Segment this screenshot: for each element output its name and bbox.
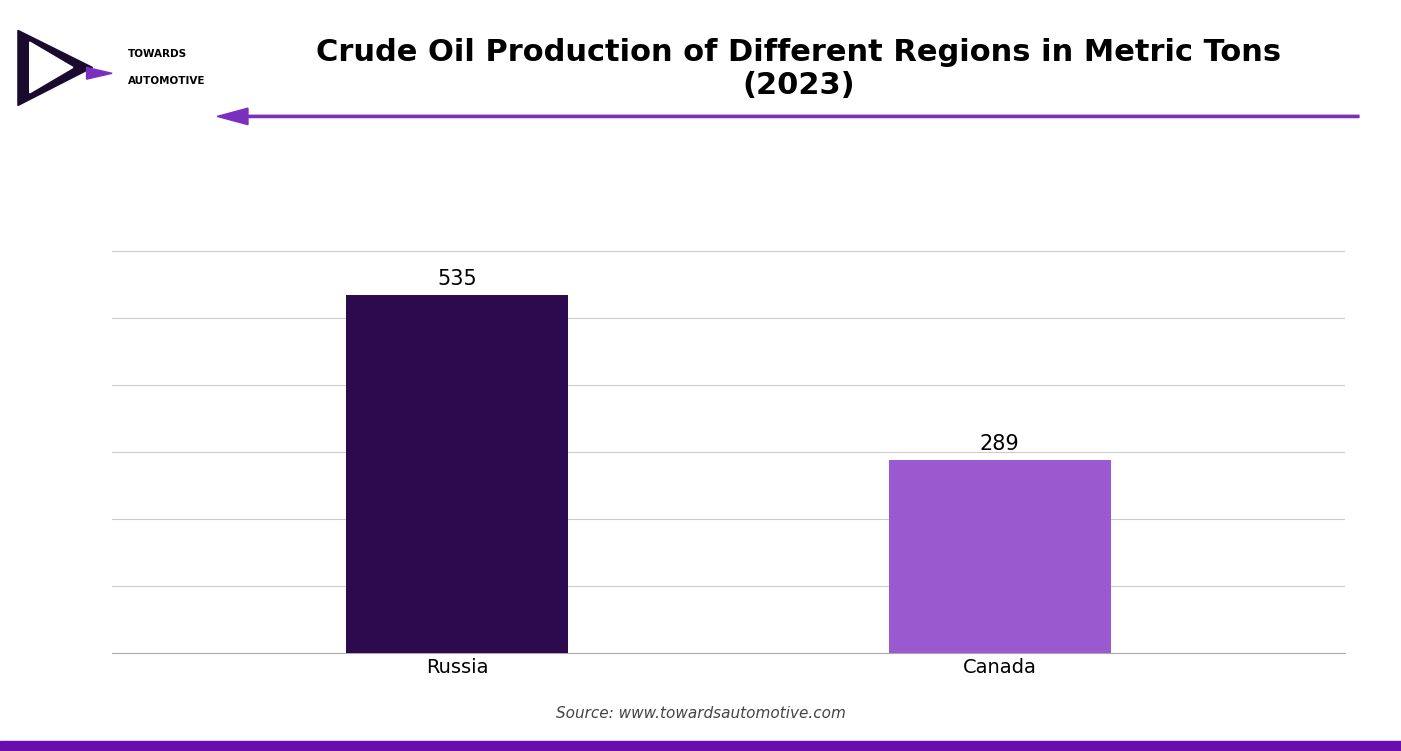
Text: 535: 535 (437, 270, 478, 289)
Bar (888, 460, 1111, 653)
Text: AUTOMOTIVE: AUTOMOTIVE (127, 76, 206, 86)
Text: 289: 289 (979, 434, 1020, 454)
Polygon shape (29, 42, 73, 93)
Bar (346, 295, 569, 653)
Text: Source: www.towardsautomotive.com: Source: www.towardsautomotive.com (556, 706, 845, 721)
Polygon shape (87, 68, 112, 79)
Polygon shape (18, 30, 92, 105)
Text: Crude Oil Production of Different Regions in Metric Tons
(2023): Crude Oil Production of Different Region… (317, 38, 1281, 100)
Text: TOWARDS: TOWARDS (127, 49, 186, 59)
